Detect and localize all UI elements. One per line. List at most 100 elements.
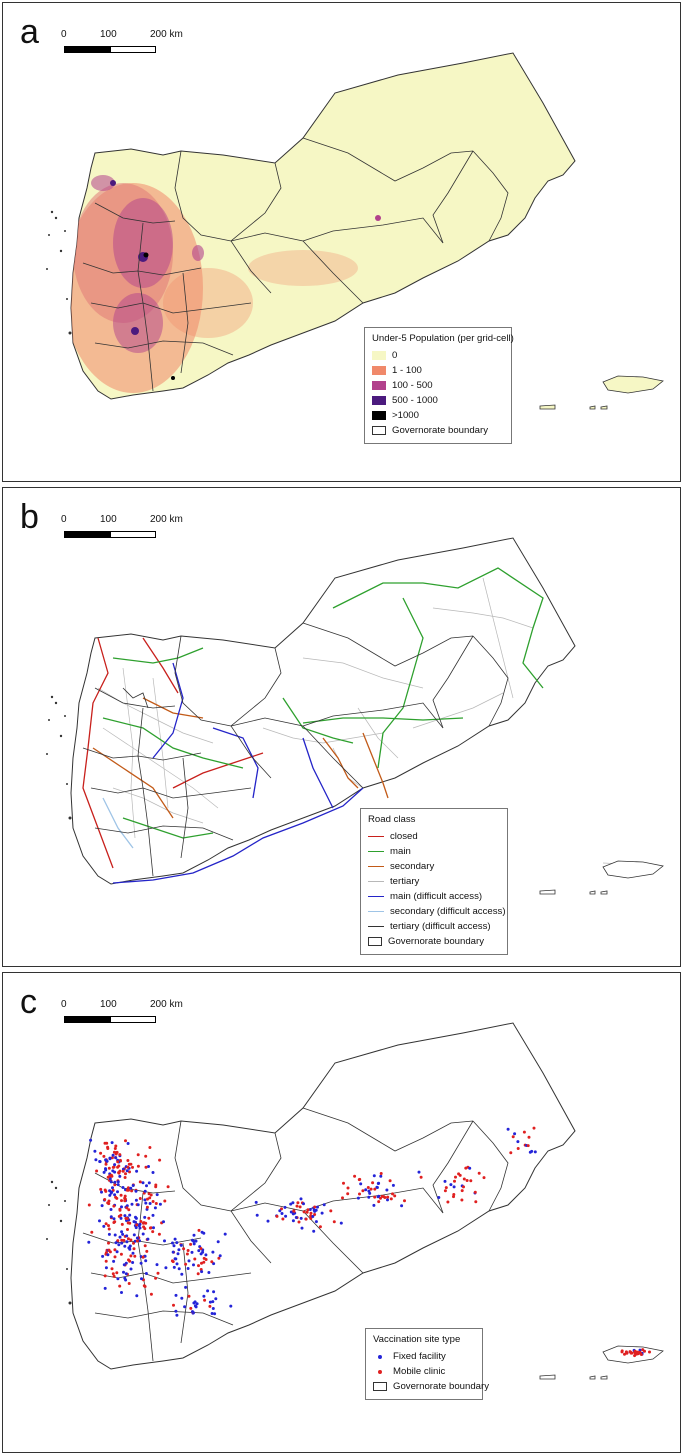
mobile-clinic-point (111, 1272, 115, 1276)
mobile-clinic-point (373, 1195, 377, 1199)
legend-item: Governorate boundary (372, 423, 504, 438)
fixed-facility-point (172, 1244, 176, 1248)
mobile-clinic-point (114, 1152, 118, 1156)
legend-item: 0 (372, 348, 504, 363)
mobile-clinic-point (104, 1259, 108, 1263)
fixed-facility-point (202, 1294, 206, 1298)
mobile-clinic-point (136, 1153, 140, 1157)
mobile-clinic-point (473, 1190, 477, 1194)
mobile-clinic-point (151, 1200, 155, 1203)
population-density-layer (71, 175, 381, 393)
red-sea-islands (46, 695, 72, 820)
legend-swatch (372, 366, 386, 375)
fixed-facility-point (218, 1254, 222, 1258)
fixed-facility-point (140, 1277, 143, 1281)
mobile-clinic-point (452, 1195, 455, 1199)
mobile-clinic-point (126, 1186, 130, 1190)
mobile-clinic-point (383, 1196, 387, 1199)
mobile-clinic-point (128, 1170, 131, 1174)
mobile-clinic-point (143, 1244, 147, 1248)
population-legend: Under-5 Population (per grid-cell) 0 1 -… (364, 327, 514, 444)
fixed-facility-point (138, 1222, 142, 1226)
mobile-clinic-point (648, 1350, 651, 1354)
mobile-clinic-point (379, 1196, 382, 1200)
mobile-clinic-point (110, 1156, 114, 1160)
yemen-outline (70, 537, 576, 885)
mobile-clinic-point (127, 1188, 130, 1192)
fixed-facility-point (171, 1250, 175, 1254)
scale-bar: 0 100 200 km (58, 999, 183, 1029)
legend-swatch (372, 381, 386, 390)
mobile-clinic-point (151, 1230, 155, 1234)
mobile-clinic-point (522, 1130, 526, 1134)
mobile-clinic-point (124, 1172, 127, 1176)
mobile-clinic-point (462, 1185, 465, 1189)
mobile-clinic-point (116, 1160, 120, 1164)
fixed-facility-point (176, 1252, 180, 1256)
mobile-clinic-point (122, 1238, 126, 1242)
mobile-clinic-point (112, 1274, 116, 1278)
fixed-facility-point (141, 1232, 145, 1236)
fixed-facility-point (313, 1209, 317, 1213)
mobile-clinic-point (346, 1192, 350, 1196)
mobile-clinic-point (115, 1196, 119, 1200)
fixed-facility-point (266, 1219, 270, 1223)
mobile-clinic-point (346, 1186, 350, 1190)
scale-label-mid: 100 (100, 514, 117, 525)
fixed-facility-point (175, 1241, 179, 1245)
fixed-facility-point (187, 1259, 191, 1263)
mobile-clinic-point (182, 1247, 186, 1251)
fixed-facility-point (116, 1277, 120, 1281)
mobile-clinic-point (104, 1251, 108, 1255)
fixed-facility-point (132, 1220, 136, 1224)
fixed-facility-point (118, 1235, 122, 1239)
mobile-clinic-point (281, 1217, 285, 1221)
mobile-clinic-point (318, 1225, 322, 1229)
mobile-clinic-point (126, 1228, 129, 1231)
mobile-clinic-point (99, 1187, 103, 1191)
fixed-facility-point (372, 1174, 376, 1178)
fixed-facility-point (112, 1217, 116, 1221)
mobile-clinic-point (309, 1211, 313, 1215)
fixed-facility-point (197, 1249, 201, 1253)
fixed-facility-point (359, 1182, 363, 1186)
mobile-clinic-point (217, 1256, 221, 1260)
fixed-facility-point (367, 1195, 371, 1199)
mobile-clinic-point (95, 1169, 99, 1173)
mobile-clinic-point (341, 1196, 344, 1200)
fixed-facility-point (206, 1289, 210, 1293)
fixed-facility-point (308, 1208, 312, 1211)
fixed-facility-point (638, 1348, 642, 1352)
scale-track (64, 1016, 156, 1023)
mobile-clinic-point (123, 1197, 127, 1201)
fixed-facility-point (195, 1302, 199, 1306)
fixed-facility-point (125, 1240, 129, 1244)
fixed-facility-point (289, 1210, 293, 1214)
mobile-clinic-point (379, 1172, 383, 1175)
mobile-clinic-point (107, 1227, 111, 1231)
fixed-facility-point (101, 1254, 105, 1258)
mobile-clinic-point (393, 1194, 397, 1198)
fixed-facility-point (117, 1243, 121, 1247)
mobile-clinic-point (628, 1350, 632, 1354)
mobile-clinic-point (103, 1198, 107, 1201)
fixed-facility-point (128, 1213, 132, 1217)
mobile-clinic-point (193, 1257, 197, 1261)
legend-item: main (difficult access) (368, 889, 500, 904)
fixed-facility-point (127, 1246, 131, 1250)
scale-label-end: 200 km (150, 999, 183, 1010)
fixed-facility-point (175, 1262, 179, 1266)
mobile-clinic-point (199, 1247, 203, 1250)
fixed-facility-point (468, 1166, 472, 1170)
fixed-facility-point (186, 1267, 190, 1270)
mobile-clinic-point (129, 1238, 133, 1242)
fixed-facility-point (533, 1150, 537, 1154)
mobile-clinic-point (147, 1192, 151, 1196)
mobile-clinic-point (107, 1248, 111, 1252)
mobile-clinic-point (189, 1242, 193, 1246)
legend-item: tertiary (368, 874, 500, 889)
fixed-facility-point (300, 1226, 304, 1230)
mobile-clinic-point (104, 1222, 108, 1226)
population-map (46, 52, 664, 410)
vaccination-site-legend: Vaccination site type Fixed facility Mob… (365, 1328, 489, 1400)
